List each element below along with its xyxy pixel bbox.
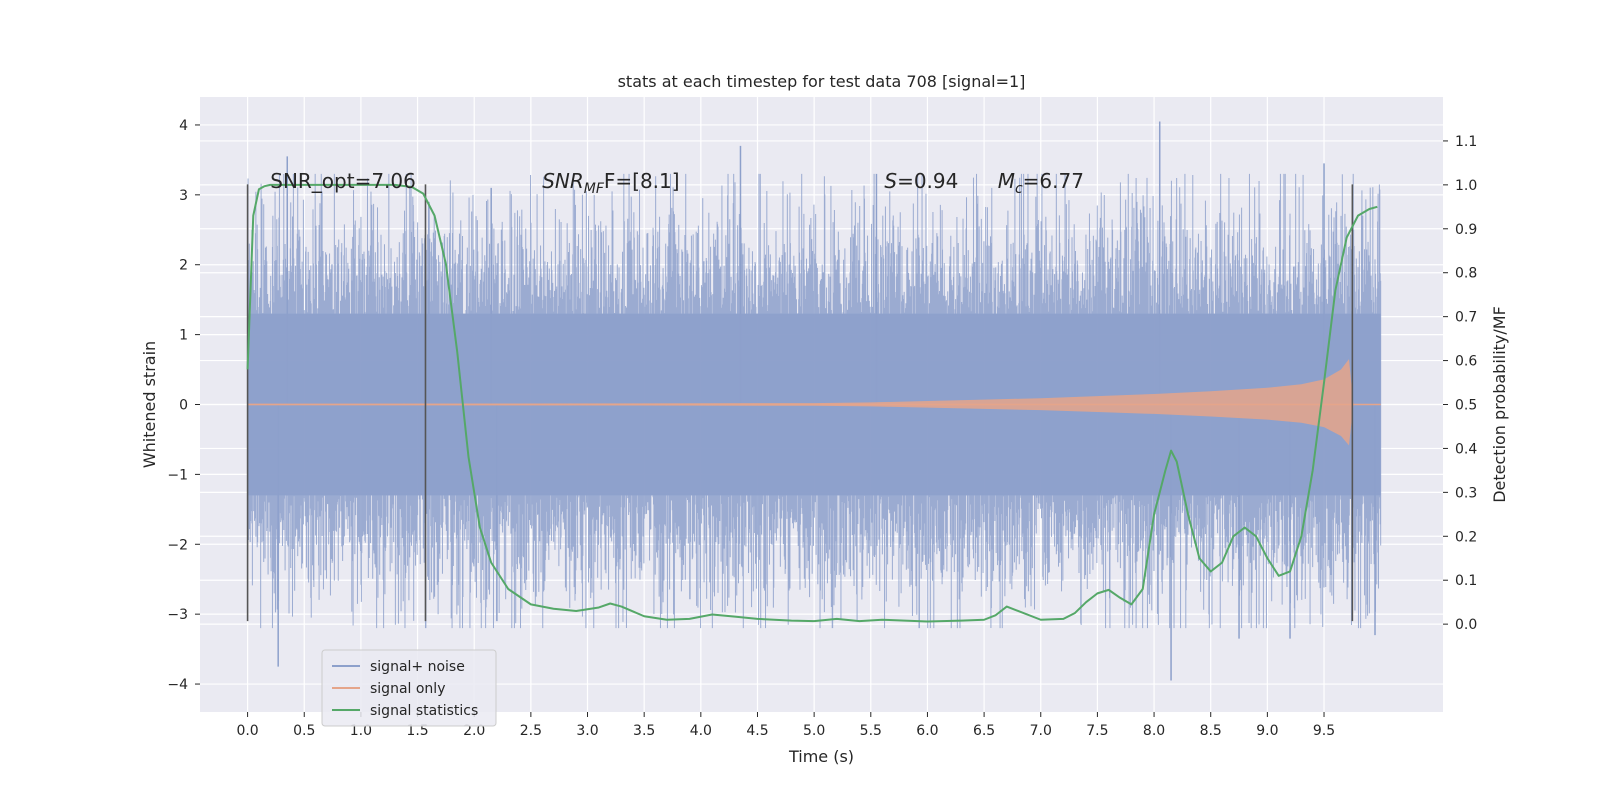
signal-only-envelope [247, 359, 1381, 446]
annotation-main: M [998, 169, 1015, 193]
annotation-main: S [884, 169, 897, 193]
x-tick-label: 0.5 [293, 723, 315, 739]
x-axis-label: Time (s) [788, 747, 854, 766]
x-tick-label: 6.0 [916, 723, 938, 739]
y-right-tick-label: 0.9 [1455, 222, 1477, 238]
x-tick-label: 5.0 [803, 723, 825, 739]
annotation-after: =0.94 [897, 169, 958, 193]
x-tick-label: 9.0 [1256, 723, 1278, 739]
legend-label-signal-only: signal only [370, 681, 445, 697]
y-left-tick-label: 2 [179, 258, 188, 274]
x-ticks: 0.0 0.5 1.0 1.5 2.0 2.5 3.0 3.5 4.0 4.5 5.0 5.5 6.0 6… [236, 712, 1335, 739]
y-left-tick-label: 3 [179, 188, 188, 204]
y-left-ticks: −4 −3 −2 −1 0 1 2 3 4 [167, 118, 200, 693]
y-left-tick-label: −1 [167, 467, 188, 483]
annotation-after: =6.77 [1023, 169, 1084, 193]
x-tick-label: 3.5 [633, 723, 655, 739]
y-right-tick-label: 1.0 [1455, 178, 1477, 194]
y-left-axis-label: Whitened strain [140, 341, 159, 468]
annotation-main: SNR [542, 169, 584, 193]
y-right-tick-label: 0.8 [1455, 266, 1477, 282]
annotation-sub: c [1015, 181, 1023, 197]
x-tick-label: 7.0 [1030, 723, 1052, 739]
x-tick-label: 1.5 [406, 723, 428, 739]
series-signal-statistics [246, 183, 1378, 623]
y-left-tick-label: −3 [167, 607, 188, 623]
x-tick-label: 3.0 [576, 723, 598, 739]
x-tick-label: 1.0 [350, 723, 372, 739]
y-left-tick-label: 1 [179, 328, 188, 344]
x-tick-label: 8.0 [1143, 723, 1165, 739]
annotation-1: SNRMFF=[8.1] [542, 169, 679, 197]
x-tick-label: 0.0 [236, 723, 258, 739]
annotation-2: S=0.94 [884, 169, 958, 193]
y-left-tick-label: −2 [167, 537, 188, 553]
y-right-tick-label: 0.6 [1455, 354, 1477, 370]
noise-peaks [277, 121, 1376, 681]
x-tick-label: 5.5 [860, 723, 882, 739]
x-tick-label: 2.5 [520, 723, 542, 739]
annotation-3: Mc=6.77 [998, 169, 1084, 197]
legend-label-signal-noise: signal+ noise [370, 659, 465, 675]
y-left-tick-label: 4 [179, 118, 188, 134]
x-tick-label: 7.5 [1086, 723, 1108, 739]
x-tick-label: 8.5 [1200, 723, 1222, 739]
y-right-tick-label: 0.4 [1455, 441, 1477, 457]
vertical-markers [246, 184, 1354, 622]
x-tick-label: 4.0 [690, 723, 712, 739]
annotation-after: F=[8.1] [604, 169, 680, 193]
series-signal-only [247, 359, 1381, 446]
y-right-tick-label: 0.7 [1455, 310, 1477, 326]
y-right-axis-label: Detection probability/MF [1490, 306, 1509, 503]
legend-label-signal-statistics: signal statistics [370, 703, 478, 719]
x-tick-label: 2.0 [463, 723, 485, 739]
chart-title: stats at each timestep for test data 708… [618, 72, 1026, 91]
signal-statistics-line [246, 183, 1378, 623]
annotation-0: SNR_opt=7.06 [270, 169, 416, 193]
x-tick-label: 9.5 [1313, 723, 1335, 739]
x-tick-label: 6.5 [973, 723, 995, 739]
x-tick-label: 4.5 [746, 723, 768, 739]
legend-box [321, 649, 497, 727]
y-right-tick-label: 0.0 [1455, 617, 1477, 633]
y-right-ticks: 0.0 0.1 0.2 0.3 0.4 0.5 0.6 0.7 0.8 0.9 1.0 1.1 [1443, 134, 1477, 633]
annotation-sub: MF [584, 181, 605, 197]
y-right-tick-label: 0.2 [1455, 529, 1477, 545]
y-left-tick-label: −4 [167, 677, 188, 693]
y-right-tick-label: 0.5 [1455, 398, 1477, 414]
legend: signal+ noise signal only signal statist… [321, 649, 497, 727]
y-right-tick-label: 0.3 [1455, 485, 1477, 501]
y-left-tick-label: 0 [179, 398, 188, 414]
y-right-tick-label: 0.1 [1455, 573, 1477, 589]
y-right-tick-label: 1.1 [1455, 134, 1477, 150]
annotations: SNR_opt=7.06 SNRMFF=[8.1] S=0.94 Mc=6.77 [270, 169, 1084, 197]
